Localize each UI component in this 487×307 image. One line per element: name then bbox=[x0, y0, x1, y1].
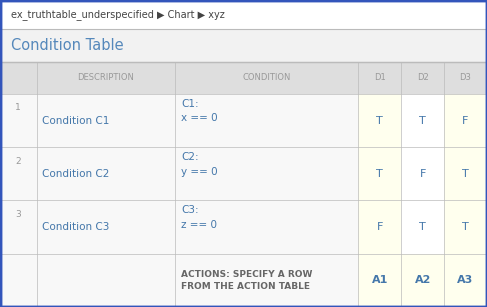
Text: F: F bbox=[419, 169, 426, 179]
Bar bbox=[401, 254, 444, 307]
Bar bbox=[37, 147, 175, 200]
Bar bbox=[0, 147, 37, 200]
Bar bbox=[358, 147, 401, 200]
Text: D3: D3 bbox=[460, 73, 471, 82]
Text: C2:
y == 0: C2: y == 0 bbox=[181, 152, 218, 177]
Text: T: T bbox=[462, 169, 469, 179]
Text: Condition C1: Condition C1 bbox=[42, 115, 110, 126]
Text: T: T bbox=[376, 115, 383, 126]
Text: C1:
x == 0: C1: x == 0 bbox=[181, 99, 218, 123]
Bar bbox=[358, 62, 401, 94]
Text: A3: A3 bbox=[457, 275, 474, 286]
Bar bbox=[0, 254, 37, 307]
Bar bbox=[0, 29, 487, 62]
Bar bbox=[175, 94, 358, 147]
Text: D1: D1 bbox=[374, 73, 386, 82]
Text: DESCRIPTION: DESCRIPTION bbox=[77, 73, 134, 82]
Text: F: F bbox=[462, 115, 469, 126]
Text: 2: 2 bbox=[16, 157, 21, 166]
Text: C3:
z == 0: C3: z == 0 bbox=[181, 205, 217, 230]
Text: CONDITION: CONDITION bbox=[243, 73, 291, 82]
Bar bbox=[37, 200, 175, 254]
Bar bbox=[401, 200, 444, 254]
Bar bbox=[0, 200, 37, 254]
Bar bbox=[401, 94, 444, 147]
Text: A1: A1 bbox=[372, 275, 388, 286]
Bar bbox=[37, 254, 175, 307]
Text: 3: 3 bbox=[16, 210, 21, 219]
Bar bbox=[401, 62, 444, 94]
Bar bbox=[444, 94, 487, 147]
Text: T: T bbox=[419, 115, 426, 126]
Bar bbox=[401, 147, 444, 200]
Text: F: F bbox=[376, 222, 383, 232]
Text: Condition C2: Condition C2 bbox=[42, 169, 110, 179]
Bar bbox=[0, 62, 37, 94]
Bar bbox=[0, 0, 487, 29]
Text: ex_truthtable_underspecified ▶ Chart ▶ xyz: ex_truthtable_underspecified ▶ Chart ▶ x… bbox=[11, 9, 225, 20]
Bar bbox=[37, 62, 175, 94]
Text: D2: D2 bbox=[417, 73, 429, 82]
Bar bbox=[358, 200, 401, 254]
Bar bbox=[444, 62, 487, 94]
Bar bbox=[0, 94, 37, 147]
Bar bbox=[444, 200, 487, 254]
Bar bbox=[175, 200, 358, 254]
Bar bbox=[175, 147, 358, 200]
Bar bbox=[175, 254, 358, 307]
Text: Condition C3: Condition C3 bbox=[42, 222, 110, 232]
Text: A2: A2 bbox=[414, 275, 431, 286]
Text: T: T bbox=[419, 222, 426, 232]
Text: T: T bbox=[376, 169, 383, 179]
Bar bbox=[444, 254, 487, 307]
Bar bbox=[444, 147, 487, 200]
Text: T: T bbox=[462, 222, 469, 232]
Bar bbox=[175, 62, 358, 94]
Bar bbox=[358, 94, 401, 147]
Bar bbox=[358, 254, 401, 307]
Text: ACTIONS: SPECIFY A ROW
FROM THE ACTION TABLE: ACTIONS: SPECIFY A ROW FROM THE ACTION T… bbox=[181, 270, 313, 291]
Bar bbox=[37, 94, 175, 147]
Text: 1: 1 bbox=[16, 103, 21, 112]
Text: Condition Table: Condition Table bbox=[11, 38, 123, 52]
